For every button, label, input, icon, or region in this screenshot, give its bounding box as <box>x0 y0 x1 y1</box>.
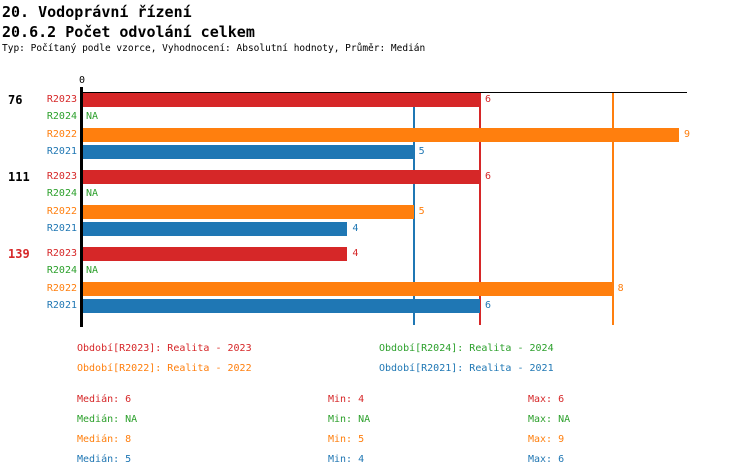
group-label: 111 <box>8 170 30 184</box>
legend-item-R2024: Období[R2024]: Realita - 2024 <box>379 343 554 354</box>
stats-max-R2024: Max: NA <box>528 414 571 425</box>
na-label: NA <box>86 188 99 199</box>
y-axis <box>80 87 83 327</box>
bar-value-label: 4 <box>352 223 359 234</box>
row-label-R2024: R2024 <box>46 111 77 122</box>
bar-value-label: 8 <box>617 283 624 294</box>
x-axis <box>82 92 687 93</box>
row-label-R2023: R2023 <box>46 248 77 259</box>
bar-R2022 <box>83 205 414 219</box>
bar-R2022 <box>83 128 679 142</box>
page-title: 20. Vodoprávní řízení <box>2 3 192 21</box>
stats-min-R2023: Min: 4 <box>328 394 365 405</box>
median-line-R2021 <box>412 92 415 325</box>
group-label: 139 <box>8 247 30 261</box>
row-label-R2022: R2022 <box>46 283 77 294</box>
stats-max-R2021: Max: 6 <box>528 454 565 465</box>
median-line-R2022 <box>611 92 614 325</box>
bar-value-label: 5 <box>418 146 425 157</box>
legend-item-R2023: Období[R2023]: Realita - 2023 <box>77 343 252 354</box>
group-label: 76 <box>8 93 23 107</box>
bar-value-label: 6 <box>484 94 491 105</box>
row-label-R2024: R2024 <box>46 265 77 276</box>
bar-R2023 <box>83 170 480 184</box>
bar-R2021 <box>83 145 414 159</box>
chart-meta: Typ: Počítaný podle vzorce, Vyhodnocení:… <box>2 43 426 54</box>
chart-title: 20.6.2 Počet odvolání celkem <box>2 23 255 41</box>
stats-min-R2022: Min: 5 <box>328 434 365 445</box>
bar-R2023 <box>83 247 348 261</box>
stats-min-R2021: Min: 4 <box>328 454 365 465</box>
bar-R2021 <box>83 299 480 313</box>
zero-tick-label: 0 <box>78 75 86 86</box>
stats-min-R2024: Min: NA <box>328 414 371 425</box>
bar-R2023 <box>83 93 480 107</box>
bar-value-label: 5 <box>418 206 425 217</box>
na-label: NA <box>86 111 99 122</box>
legend-item-R2022: Období[R2022]: Realita - 2022 <box>77 363 252 374</box>
row-label-R2024: R2024 <box>46 188 77 199</box>
na-label: NA <box>86 265 99 276</box>
bar-R2022 <box>83 282 613 296</box>
stats-median-R2021: Medián: 5 <box>77 454 132 465</box>
stats-max-R2022: Max: 9 <box>528 434 565 445</box>
stats-median-R2023: Medián: 6 <box>77 394 132 405</box>
row-label-R2023: R2023 <box>46 171 77 182</box>
stats-max-R2023: Max: 6 <box>528 394 565 405</box>
bar-value-label: 4 <box>352 248 359 259</box>
stats-median-R2022: Medián: 8 <box>77 434 132 445</box>
stats-median-R2024: Medián: NA <box>77 414 138 425</box>
bar-chart: 0 76 R2023 6 R2024 NA R2022 9 R2021 5 111 R2023 6 R20… <box>8 75 690 327</box>
bar-value-label: 6 <box>484 300 491 311</box>
bar-R2021 <box>83 222 348 236</box>
legend-item-R2021: Období[R2021]: Realita - 2021 <box>379 363 554 374</box>
row-label-R2021: R2021 <box>46 300 77 311</box>
bar-value-label: 6 <box>484 171 491 182</box>
row-label-R2023: R2023 <box>46 94 77 105</box>
median-line-R2023 <box>478 92 481 325</box>
row-label-R2022: R2022 <box>46 129 77 140</box>
row-label-R2021: R2021 <box>46 223 77 234</box>
row-label-R2021: R2021 <box>46 146 77 157</box>
row-label-R2022: R2022 <box>46 206 77 217</box>
bar-value-label: 9 <box>683 129 690 140</box>
